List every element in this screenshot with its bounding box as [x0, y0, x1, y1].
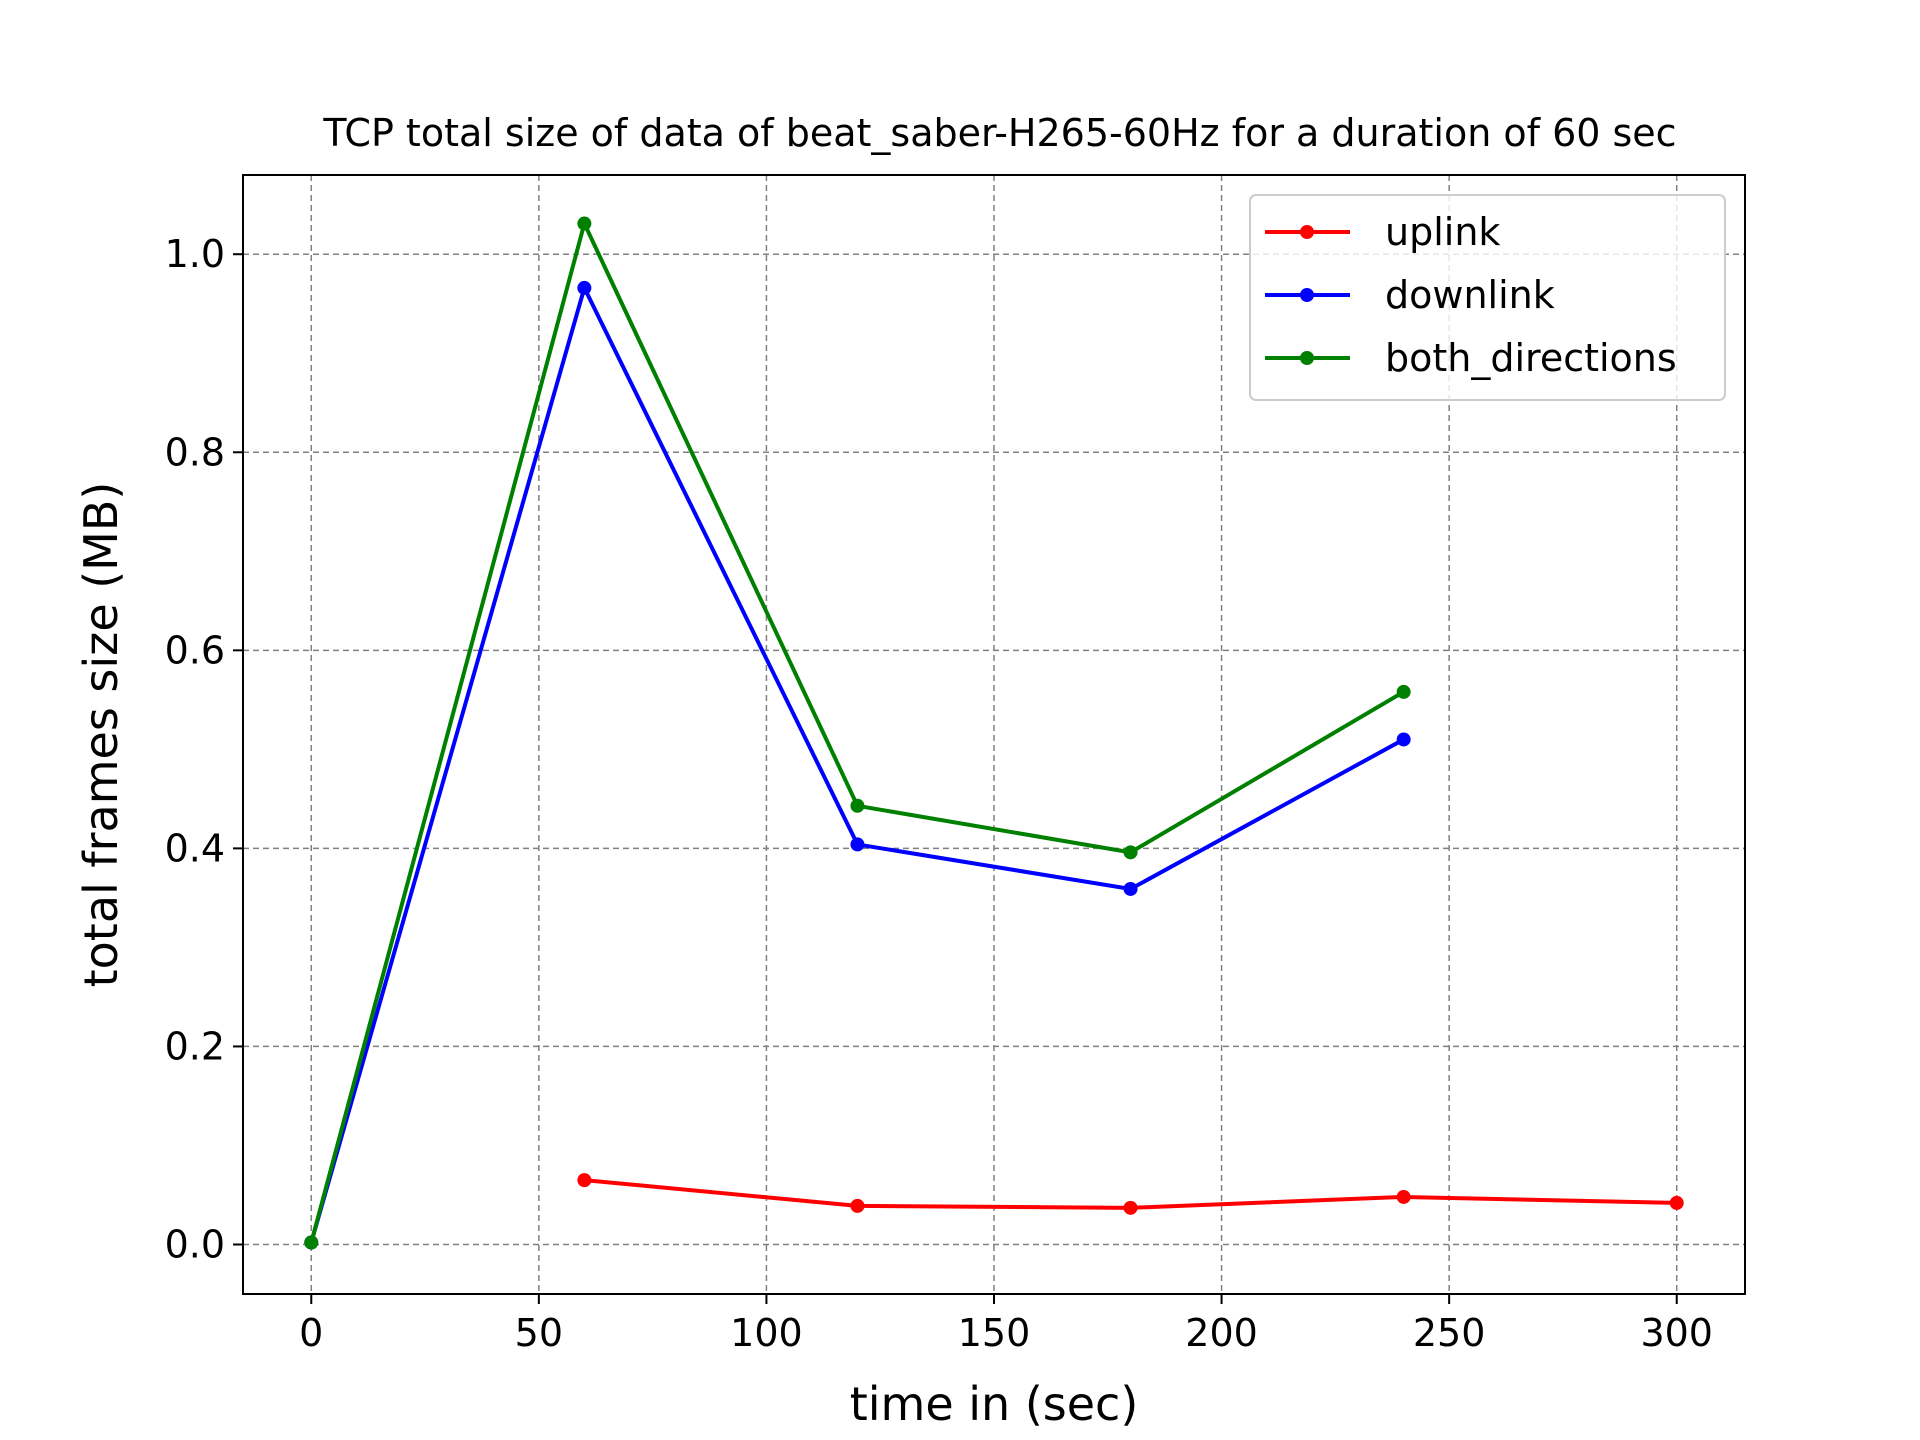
legend-marker-both_directions — [1300, 351, 1314, 365]
legend-label-uplink: uplink — [1385, 210, 1500, 254]
data-point-both_directions — [304, 1235, 319, 1250]
data-point-both_directions — [577, 216, 592, 231]
y-tick-label: 0.6 — [165, 628, 225, 672]
data-point-uplink — [850, 1198, 865, 1213]
data-point-both_directions — [850, 798, 865, 813]
data-point-uplink — [1669, 1195, 1684, 1210]
y-tick-label: 1.0 — [165, 232, 225, 276]
legend-box — [1249, 194, 1726, 401]
y-tick-label: 0.0 — [165, 1222, 225, 1266]
data-point-uplink — [1396, 1189, 1411, 1204]
series-both_directions — [304, 216, 1411, 1250]
x-tick-label: 250 — [1413, 1311, 1486, 1355]
series-layer — [304, 216, 1684, 1250]
data-point-uplink — [1123, 1200, 1138, 1215]
y-axis-label: total frames size (MB) — [74, 482, 128, 988]
x-tick-label: 300 — [1640, 1311, 1713, 1355]
data-point-uplink — [577, 1173, 592, 1188]
x-axis-label: time in (sec) — [850, 1377, 1139, 1431]
data-point-both_directions — [1396, 684, 1411, 699]
data-point-downlink — [850, 837, 865, 852]
legend-label-both_directions: both_directions — [1385, 336, 1677, 380]
y-tick-label: 0.8 — [165, 430, 225, 474]
data-point-both_directions — [1123, 845, 1138, 860]
legend-label-downlink: downlink — [1385, 273, 1555, 317]
series-uplink — [577, 1173, 1684, 1215]
y-tick-label: 0.4 — [165, 826, 225, 870]
data-point-downlink — [577, 280, 592, 295]
data-point-downlink — [1396, 732, 1411, 747]
legend-marker-uplink — [1300, 225, 1314, 239]
axis-ticks: 0 50 100 150 200 250 300 0.0 0.2 0.4 0.6 0.8 1.0 — [165, 232, 1713, 1355]
legend: uplink downlink both_directions — [1249, 194, 1726, 401]
x-tick-label: 150 — [958, 1311, 1031, 1355]
y-tick-label: 0.2 — [165, 1024, 225, 1068]
data-point-downlink — [1123, 881, 1138, 896]
x-tick-label: 0 — [299, 1311, 323, 1355]
x-tick-label: 100 — [730, 1311, 803, 1355]
chart-title: TCP total size of data of beat_saber-H26… — [322, 111, 1676, 155]
x-tick-label: 50 — [515, 1311, 563, 1355]
x-tick-label: 200 — [1185, 1311, 1258, 1355]
legend-marker-downlink — [1300, 288, 1314, 302]
